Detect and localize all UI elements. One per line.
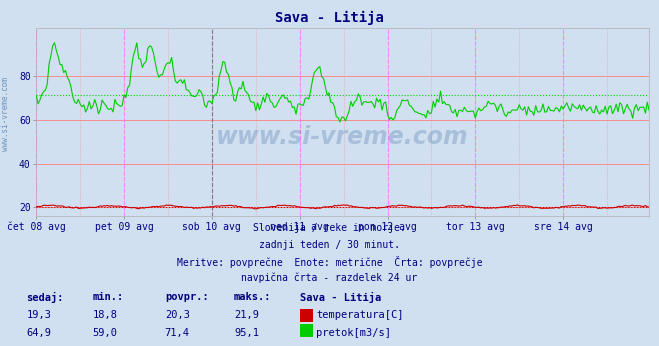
Text: maks.:: maks.:	[234, 292, 272, 302]
Text: 95,1: 95,1	[234, 328, 259, 338]
Text: navpična črta - razdelek 24 ur: navpična črta - razdelek 24 ur	[241, 273, 418, 283]
Text: sedaj:: sedaj:	[26, 292, 64, 303]
Text: Slovenija / reke in morje.: Slovenija / reke in morje.	[253, 223, 406, 233]
Text: 64,9: 64,9	[26, 328, 51, 338]
Text: Sava - Litija: Sava - Litija	[275, 11, 384, 25]
Text: zadnji teden / 30 minut.: zadnji teden / 30 minut.	[259, 240, 400, 250]
Text: 20,3: 20,3	[165, 310, 190, 320]
Text: 59,0: 59,0	[92, 328, 117, 338]
Text: 21,9: 21,9	[234, 310, 259, 320]
Text: pretok[m3/s]: pretok[m3/s]	[316, 328, 391, 338]
Text: 19,3: 19,3	[26, 310, 51, 320]
Text: min.:: min.:	[92, 292, 123, 302]
Text: Meritve: povprečne  Enote: metrične  Črta: povprečje: Meritve: povprečne Enote: metrične Črta:…	[177, 256, 482, 268]
Text: www.si-vreme.com: www.si-vreme.com	[216, 125, 469, 149]
Text: temperatura[C]: temperatura[C]	[316, 310, 404, 320]
Text: povpr.:: povpr.:	[165, 292, 208, 302]
Text: 18,8: 18,8	[92, 310, 117, 320]
Text: 71,4: 71,4	[165, 328, 190, 338]
Text: Sava - Litija: Sava - Litija	[300, 292, 381, 303]
Text: www.si-vreme.com: www.si-vreme.com	[1, 77, 10, 151]
